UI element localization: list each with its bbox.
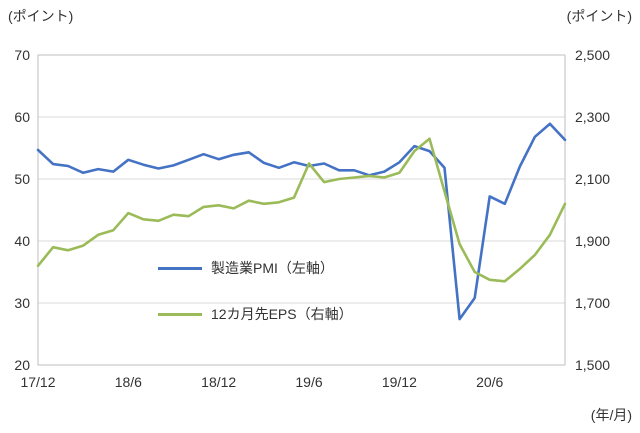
left-axis-unit-label: (ポイント) — [8, 8, 74, 24]
pmi-line-swatch — [158, 266, 202, 270]
left-axis-tick: 60 — [14, 109, 30, 125]
right-axis-unit-label: (ポイント) — [566, 8, 632, 24]
x-axis-tick: 19/6 — [295, 374, 322, 390]
legend-label-pmi: 製造業PMI（左軸） — [211, 260, 334, 276]
left-axis-tick: 20 — [14, 357, 30, 373]
right-axis-tick: 2,100 — [575, 171, 610, 187]
left-axis-tick: 40 — [14, 233, 30, 249]
legend-item-pmi: 製造業PMI（左軸） — [158, 258, 353, 278]
right-axis-tick: 1,900 — [575, 233, 610, 249]
x-axis-tick: 17/12 — [20, 374, 55, 390]
left-axis-tick: 50 — [14, 171, 30, 187]
x-axis-tick: 18/12 — [201, 374, 236, 390]
right-axis-tick: 2,300 — [575, 109, 610, 125]
right-axis-tick: 1,500 — [575, 357, 610, 373]
chart-legend: 製造業PMI（左軸） 12カ月先EPS（右軸） — [158, 258, 353, 350]
left-axis-tick: 70 — [14, 47, 30, 63]
right-axis-tick: 2,500 — [575, 47, 610, 63]
legend-label-eps: 12カ月先EPS（右軸） — [211, 306, 353, 322]
eps-line-swatch — [158, 312, 202, 316]
right-axis-tick: 1,700 — [575, 295, 610, 311]
legend-item-eps: 12カ月先EPS（右軸） — [158, 304, 353, 324]
series-line — [36, 122, 567, 321]
x-axis-unit-label: (年/月) — [590, 407, 632, 423]
x-axis-tick: 20/6 — [476, 374, 503, 390]
left-axis-tick: 30 — [14, 295, 30, 311]
series-line — [36, 137, 567, 283]
x-axis-tick: 18/6 — [115, 374, 142, 390]
x-axis-tick: 19/12 — [382, 374, 417, 390]
